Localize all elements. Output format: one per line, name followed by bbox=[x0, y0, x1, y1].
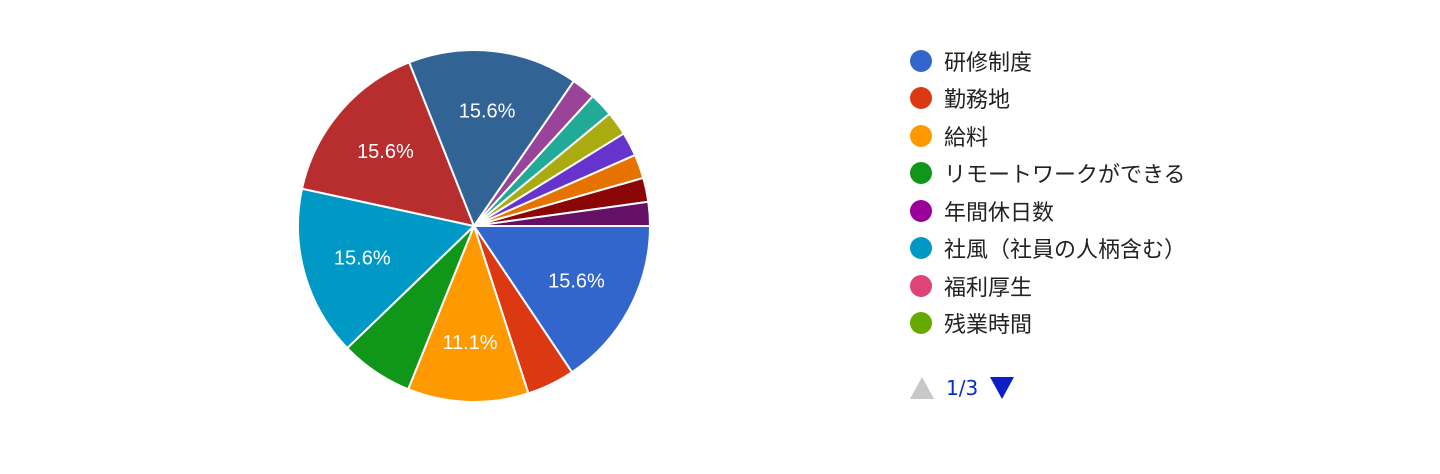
legend-label: リモートワークができる bbox=[944, 163, 1186, 189]
legend: 研修制度勤務地給料リモートワークができる 年間休日数社風（社員の人柄含む） 福利厚生… bbox=[910, 42, 1186, 342]
legend-item[interactable]: 給料 bbox=[910, 117, 1186, 155]
legend-item[interactable]: リモートワークができる bbox=[910, 155, 1186, 193]
legend-item[interactable]: 福利厚生 bbox=[910, 267, 1186, 305]
pie-slice-4[interactable] bbox=[297, 187, 477, 350]
legend-item[interactable]: 社風（社員の人柄含む） bbox=[910, 230, 1186, 268]
legend-swatch-icon bbox=[910, 237, 932, 260]
legend-swatch-icon bbox=[910, 274, 932, 297]
legend-swatch-icon bbox=[910, 162, 932, 185]
slice-data-label-0: 15.6% bbox=[548, 271, 605, 293]
legend-swatch-icon bbox=[910, 199, 932, 222]
legend-swatch-icon bbox=[910, 87, 932, 110]
legend-item[interactable]: 勤務地 bbox=[910, 80, 1186, 118]
legend-item[interactable]: 研修制度 bbox=[910, 42, 1186, 80]
slice-data-label-4: 15.6% bbox=[334, 248, 391, 270]
next-page-arrow-icon[interactable] bbox=[990, 377, 1015, 399]
legend-swatch-icon bbox=[910, 312, 932, 335]
pie-slice-6[interactable] bbox=[407, 49, 576, 229]
page-indicator: 1/3 bbox=[946, 376, 979, 400]
legend-label: 社風（社員の人柄含む） bbox=[944, 238, 1187, 264]
previous-page-arrow-icon bbox=[910, 377, 934, 399]
pie-slice-5[interactable] bbox=[300, 61, 476, 228]
legend-item[interactable]: 年間休日数 bbox=[910, 192, 1186, 230]
legend-swatch-icon bbox=[910, 49, 932, 72]
legend-label: 福利厚生 bbox=[944, 275, 1033, 301]
legend-label: 給料 bbox=[944, 125, 989, 151]
legend-pager: 1/3 bbox=[910, 376, 1015, 400]
pie-slice-2[interactable] bbox=[406, 223, 530, 403]
legend-label: 研修制度 bbox=[944, 50, 1033, 76]
legend-swatch-icon bbox=[910, 124, 932, 147]
legend-label: 残業時間 bbox=[944, 313, 1033, 339]
slice-data-label-5: 15.6% bbox=[357, 141, 414, 163]
slice-data-label-6: 15.6% bbox=[459, 101, 516, 123]
pie-slice-0[interactable] bbox=[472, 225, 652, 374]
slice-data-label-2: 11.1% bbox=[442, 332, 497, 354]
legend-item[interactable]: 残業時間 bbox=[910, 305, 1186, 343]
pie-slice-13[interactable] bbox=[473, 200, 652, 227]
legend-label: 勤務地 bbox=[944, 88, 1011, 114]
legend-label: 年間休日数 bbox=[944, 200, 1055, 226]
